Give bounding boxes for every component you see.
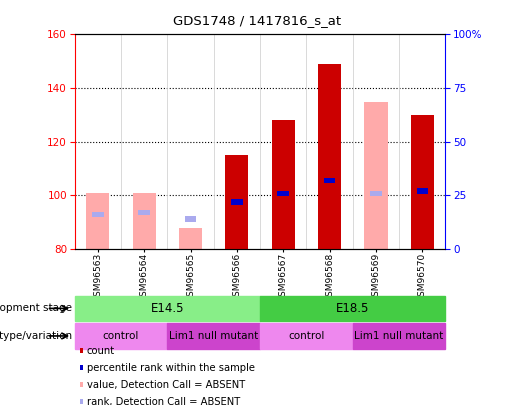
- Bar: [370, 191, 382, 196]
- Bar: [410, 115, 434, 249]
- Bar: [231, 199, 243, 205]
- Bar: [139, 210, 150, 215]
- Bar: [324, 178, 335, 183]
- Text: Lim1 null mutant: Lim1 null mutant: [169, 331, 259, 341]
- Bar: [272, 120, 295, 249]
- Bar: [92, 212, 104, 217]
- Text: rank, Detection Call = ABSENT: rank, Detection Call = ABSENT: [87, 397, 240, 405]
- Bar: [417, 188, 428, 194]
- Bar: [185, 216, 196, 222]
- Text: GDS1748 / 1417816_s_at: GDS1748 / 1417816_s_at: [174, 14, 341, 27]
- Text: control: control: [288, 331, 324, 341]
- Text: count: count: [87, 346, 115, 356]
- Text: E18.5: E18.5: [336, 302, 369, 315]
- Bar: [167, 323, 260, 349]
- Bar: [226, 155, 248, 249]
- Bar: [364, 102, 387, 249]
- Bar: [75, 296, 260, 321]
- Bar: [133, 193, 156, 249]
- Text: development stage: development stage: [0, 303, 72, 313]
- Bar: [75, 323, 167, 349]
- Bar: [353, 323, 445, 349]
- Bar: [86, 193, 109, 249]
- Bar: [260, 323, 353, 349]
- Bar: [260, 296, 445, 321]
- Text: Lim1 null mutant: Lim1 null mutant: [354, 331, 444, 341]
- Text: control: control: [103, 331, 139, 341]
- Text: value, Detection Call = ABSENT: value, Detection Call = ABSENT: [87, 380, 245, 390]
- Bar: [179, 228, 202, 249]
- Bar: [318, 64, 341, 249]
- Text: genotype/variation: genotype/variation: [0, 331, 72, 341]
- Bar: [278, 191, 289, 196]
- Text: percentile rank within the sample: percentile rank within the sample: [87, 363, 255, 373]
- Text: E14.5: E14.5: [150, 302, 184, 315]
